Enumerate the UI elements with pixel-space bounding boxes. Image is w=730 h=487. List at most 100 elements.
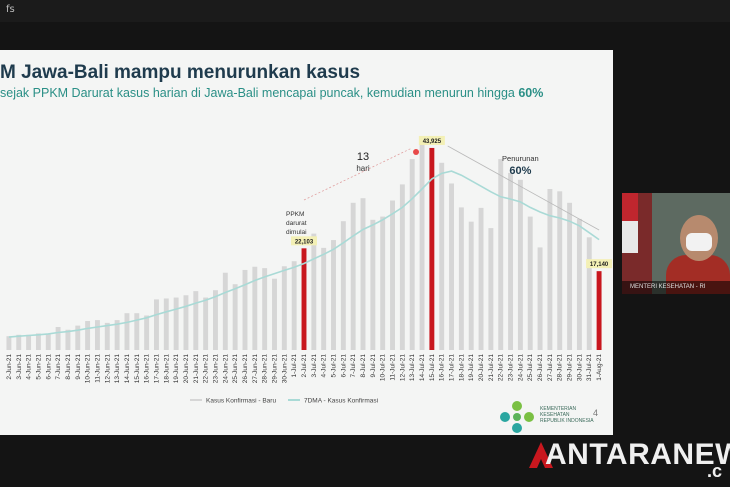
data-label-box	[291, 236, 317, 246]
x-tick-label: 4-Jul-21	[321, 354, 328, 378]
watermark-text: ANTARANEW	[545, 438, 730, 471]
bar	[567, 202, 573, 350]
x-tick-label: 27-Jun-21	[252, 354, 259, 384]
bar	[557, 191, 563, 350]
logo-text: KEMENTERIAN KESEHATAN REPUBLIK INDONESIA	[540, 406, 594, 424]
presentation-slide: M Jawa-Bali mampu menurunkan kasus sejak…	[0, 50, 613, 435]
bar	[104, 322, 110, 350]
x-tick-label: 7-Jun-21	[55, 354, 62, 380]
x-tick-label: 6-Jul-21	[340, 354, 347, 378]
x-tick-label: 13-Jun-21	[114, 354, 121, 384]
x-tick-label: 5-Jul-21	[331, 354, 338, 378]
bar	[517, 179, 523, 350]
bar	[576, 218, 582, 350]
bar	[75, 325, 81, 350]
x-tick-label: 6-Jun-21	[45, 354, 52, 380]
bar	[114, 320, 120, 350]
bar	[45, 334, 51, 350]
x-tick-label: 9-Jul-21	[370, 354, 377, 378]
bar	[340, 221, 346, 350]
x-tick-label: 7-Jul-21	[350, 354, 357, 378]
data-label: 43,925	[423, 139, 442, 145]
x-tick-label: 26-Jun-21	[242, 354, 249, 384]
bar	[586, 237, 592, 350]
kemenkes-logo	[500, 401, 534, 433]
x-tick-label: 15-Jul-21	[429, 354, 436, 381]
bar	[134, 313, 140, 350]
highlight-bar	[301, 248, 307, 350]
page-number: 4	[593, 408, 599, 418]
annotation-dot	[413, 149, 420, 155]
window-topbar: fs	[0, 0, 730, 22]
x-tick-label: 22-Jul-21	[498, 354, 505, 381]
x-tick-label: 17-Jul-21	[449, 354, 456, 381]
x-tick-label: 20-Jun-21	[183, 354, 190, 384]
x-tick-label: 1-Aug-21	[596, 354, 603, 381]
annotation-hari: hari	[356, 164, 370, 173]
watermark-tail: .c	[707, 461, 723, 481]
bar	[478, 207, 484, 350]
bar	[163, 298, 169, 350]
bar	[508, 172, 514, 350]
bar	[16, 334, 22, 350]
speaker-mask	[686, 233, 712, 251]
bar	[409, 159, 415, 350]
bar	[222, 272, 228, 350]
x-tick-label: 8-Jun-21	[65, 354, 72, 380]
x-tick-label: 3-Jul-21	[311, 354, 318, 378]
bar	[232, 284, 238, 350]
bar	[242, 269, 248, 350]
bar	[488, 228, 494, 350]
x-tick-label: 12-Jun-21	[104, 354, 111, 384]
slide-title: M Jawa-Bali mampu menurunkan kasus	[0, 62, 361, 83]
video-feed: MENTERI KESEHATAN - RI	[622, 193, 730, 294]
video-caption: MENTERI KESEHATAN - RI	[622, 281, 730, 294]
slide-subtitle-text: sejak PPKM Darurat kasus harian di Jawa-…	[0, 86, 519, 100]
x-tick-label: 10-Jul-21	[380, 354, 387, 381]
x-tick-label: 29-Jun-21	[271, 354, 278, 384]
bar	[55, 327, 61, 350]
annotation-13: 13	[357, 151, 369, 163]
x-tick-label: 22-Jun-21	[203, 354, 210, 384]
bar	[399, 184, 405, 350]
bar	[380, 216, 386, 350]
x-tick-label: 8-Jul-21	[360, 354, 367, 378]
bar	[173, 297, 179, 350]
x-tick-label: 20-Jul-21	[478, 354, 485, 381]
x-tick-label: 2-Jun-21	[6, 354, 13, 380]
bar	[144, 315, 150, 350]
x-tick-label: 23-Jul-21	[508, 354, 515, 381]
data-label: 17,140	[590, 262, 609, 268]
x-tick-label: 26-Jul-21	[537, 354, 544, 381]
bar	[498, 159, 504, 350]
bar	[547, 189, 553, 350]
bar	[350, 202, 356, 350]
bar	[213, 290, 218, 350]
x-tick-label: 18-Jun-21	[163, 354, 170, 384]
bar	[94, 320, 100, 350]
x-tick-label: 31-Jul-21	[586, 354, 593, 381]
watermark-backdrop	[525, 437, 730, 487]
highlight-bar	[429, 147, 435, 350]
x-tick-label: 13-Jul-21	[409, 354, 416, 381]
x-tick-label: 4-Jun-21	[26, 354, 33, 380]
annotation-ppkm: darurat	[286, 220, 307, 227]
bar	[458, 207, 464, 350]
slide-subtitle: sejak PPKM Darurat kasus harian di Jawa-…	[0, 86, 543, 100]
bar	[262, 268, 268, 350]
annotation-ppkm: dimulai	[286, 229, 307, 236]
x-tick-label: 11-Jul-21	[390, 354, 397, 381]
x-tick-label: 19-Jul-21	[468, 354, 475, 381]
x-tick-label: 12-Jul-21	[399, 354, 406, 381]
bar	[537, 247, 543, 350]
bar	[390, 200, 395, 350]
x-tick-label: 23-Jun-21	[212, 354, 219, 384]
data-label-box	[586, 259, 613, 269]
x-tick-label: 21-Jul-21	[488, 354, 495, 381]
bar	[203, 297, 209, 350]
bar	[360, 198, 366, 350]
bar	[252, 266, 258, 350]
flag-red-part	[622, 193, 638, 221]
annotation-ppkm: PPKM	[286, 211, 304, 218]
bar	[26, 334, 32, 350]
